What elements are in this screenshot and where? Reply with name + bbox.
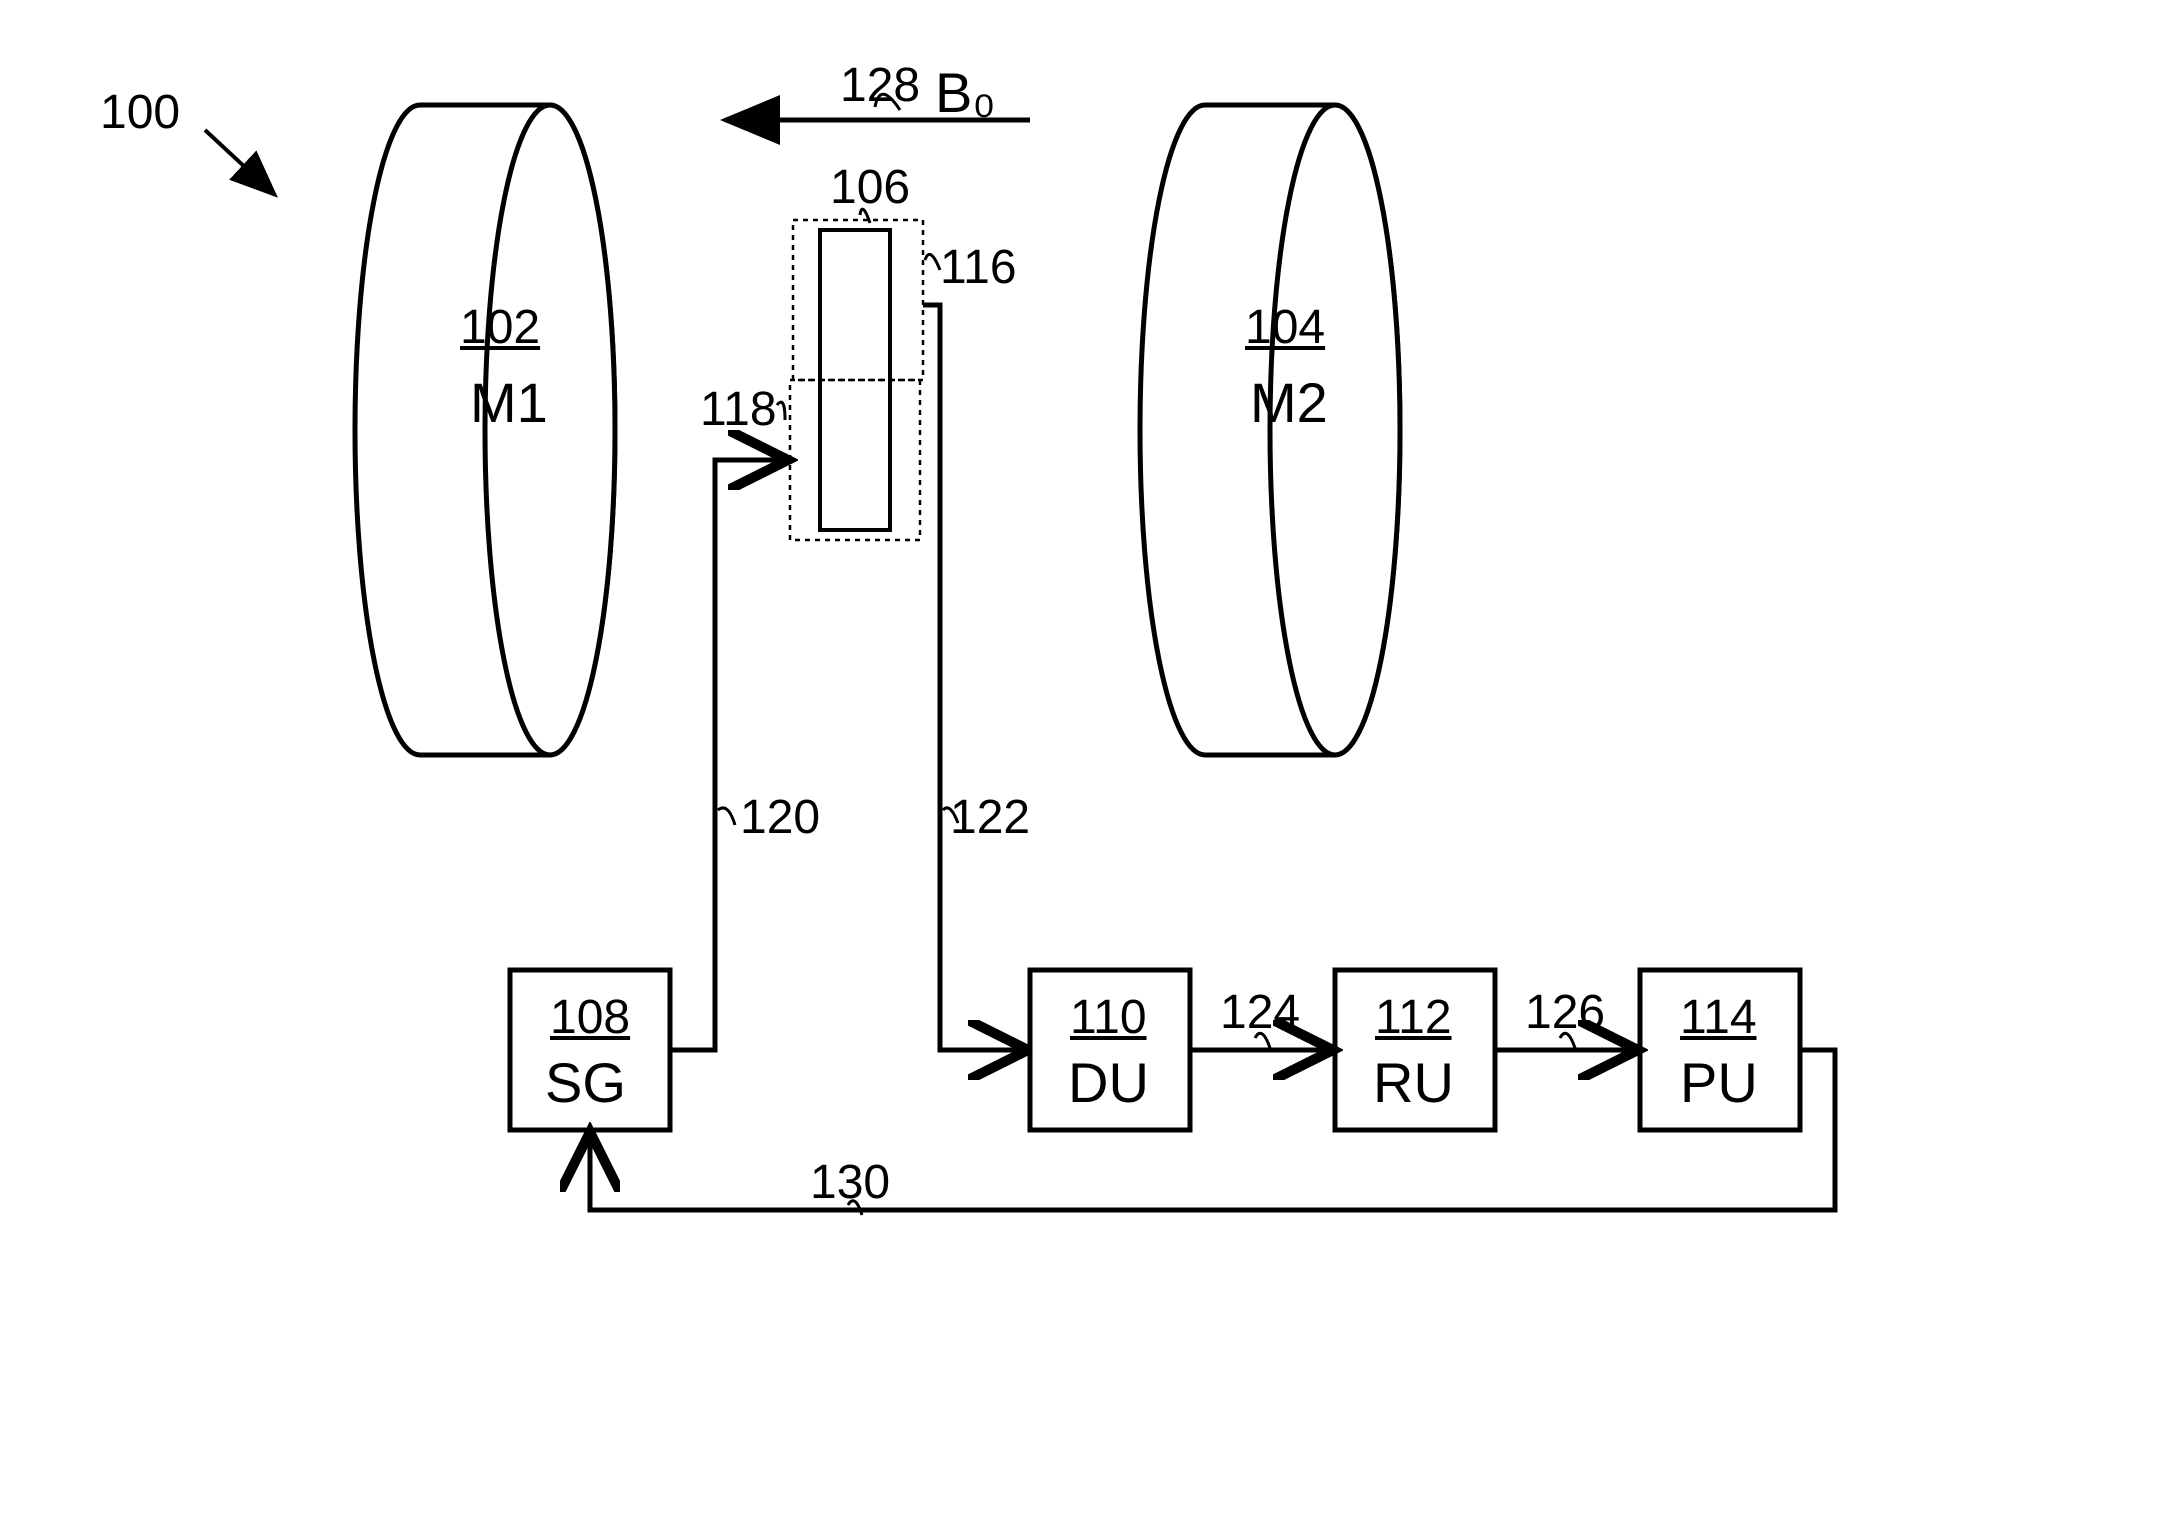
wire-rx-to-du (923, 305, 1028, 1050)
label-fig_ref: 100 (100, 85, 180, 140)
label-w124_ref: 124 (1220, 985, 1300, 1040)
label-m1_label: M1 (470, 370, 548, 435)
label-tx_ref: 118 (700, 382, 777, 437)
label-du_ref: 110 (1070, 990, 1147, 1045)
figure-ref-arrow (205, 130, 275, 195)
label-pu_ref: 114 (1680, 990, 1757, 1045)
label-pu_label: PU (1680, 1050, 1758, 1115)
label-w126_ref: 126 (1525, 985, 1605, 1040)
label-sg_ref: 108 (550, 990, 630, 1045)
label-m2_ref: 104 (1245, 300, 1325, 355)
label-du_label: DU (1068, 1050, 1149, 1115)
label-sg_label: SG (545, 1050, 626, 1115)
leader-116 (925, 254, 940, 270)
label-m2_label: M2 (1250, 370, 1328, 435)
wire-sg-to-tx (670, 460, 788, 1050)
label-ru_label: RU (1373, 1050, 1454, 1115)
leader-118 (777, 402, 785, 420)
label-rx_ref: 116 (940, 240, 1017, 295)
label-b0_label: B₀ (935, 60, 996, 125)
label-ru_ref: 112 (1375, 990, 1452, 1045)
label-b0_ref: 128 (840, 58, 920, 113)
label-w122_ref: 122 (950, 790, 1030, 845)
label-sample_ref: 106 (830, 160, 910, 215)
label-w130_ref: 130 (810, 1155, 890, 1210)
label-m1_ref: 102 (460, 300, 540, 355)
diagram-svg (0, 0, 2182, 1514)
leader-120 (718, 808, 735, 825)
label-w120_ref: 120 (740, 790, 820, 845)
